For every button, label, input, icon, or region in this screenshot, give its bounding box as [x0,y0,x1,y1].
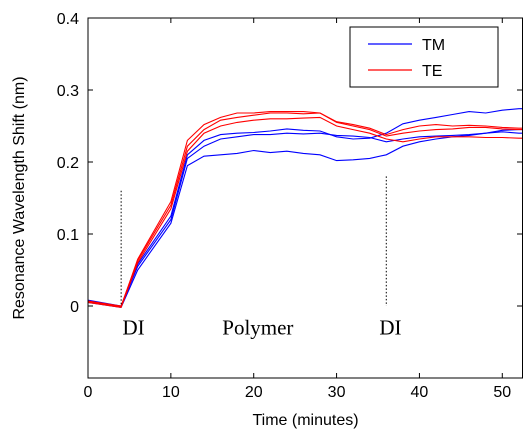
series-line-tm-0 [87,131,523,309]
y-tick-label: 0.3 [57,83,79,100]
x-axis-label: Time (minutes) [252,412,358,429]
annotation-label-2: DI [379,316,401,340]
x-tick-label: 10 [162,384,180,401]
series-line-tm-1 [87,129,523,307]
y-tick-label: 0.4 [57,11,79,28]
x-tick-label: 40 [411,384,429,401]
series-line-te-3 [87,116,523,309]
annotation-label-1: Polymer [222,316,293,340]
annotation-label-0: DI [122,316,144,340]
y-axis-label: Resonance Wavelength Shift (nm) [11,76,28,319]
event-markers [120,176,387,306]
legend-label-te: TE [422,63,442,80]
y-tick-label: 0.2 [57,155,79,172]
series-line-te-5 [87,111,523,308]
axis-ticks: 0 10 20 30 40 50 0 0.1 0.2 0.3 0.4 [57,11,522,401]
legend: TM TE [349,26,499,88]
legend-label-tm: TM [422,37,445,54]
x-tick-label: 0 [84,384,93,401]
legend-box [349,26,499,88]
series-layer [87,108,523,309]
series-line-te-4 [87,112,523,307]
series-line-tm-2 [87,108,523,308]
annotations: DI Polymer DI [122,316,401,340]
x-tick-label: 20 [245,384,263,401]
x-tick-label: 30 [328,384,346,401]
x-tick-label: 50 [493,384,511,401]
y-tick-label: 0.1 [57,227,79,244]
y-tick-label: 0 [70,299,79,316]
